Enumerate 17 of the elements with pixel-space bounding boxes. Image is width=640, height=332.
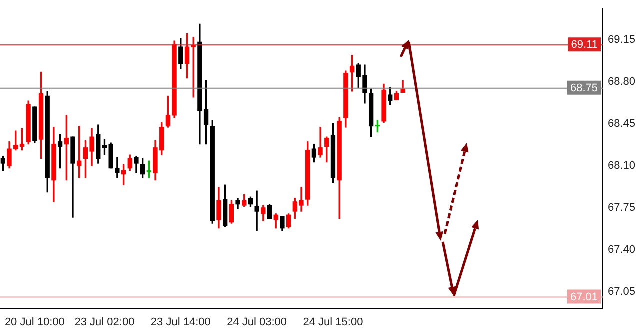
y-tick-label: 68.45 — [608, 118, 636, 130]
x-tick-label: 23 Jul 14:00 — [150, 316, 211, 328]
candlestick — [254, 190, 260, 232]
y-tick-label: 69.15 — [608, 34, 636, 46]
x-tick-label: 23 Jul 02:00 — [74, 316, 135, 328]
y-tick-label: 67.75 — [608, 202, 636, 214]
ref-line-label: 67.01 — [570, 291, 598, 304]
candlestick — [318, 127, 323, 158]
y-tick-label: 68.80 — [608, 76, 636, 88]
x-tick-label: 24 Jul 03:00 — [227, 316, 288, 328]
y-tick-label: 68.10 — [608, 160, 636, 172]
x-tick-label: 20 Jul 10:00 — [4, 316, 65, 328]
ref-line-label: 68.75 — [570, 82, 598, 94]
y-tick-label: 67.05 — [608, 286, 636, 298]
y-tick-label: 67.40 — [608, 244, 636, 256]
x-tick-label: 24 Jul 15:00 — [303, 316, 364, 328]
ref-line-label: 69.11 — [571, 39, 598, 52]
